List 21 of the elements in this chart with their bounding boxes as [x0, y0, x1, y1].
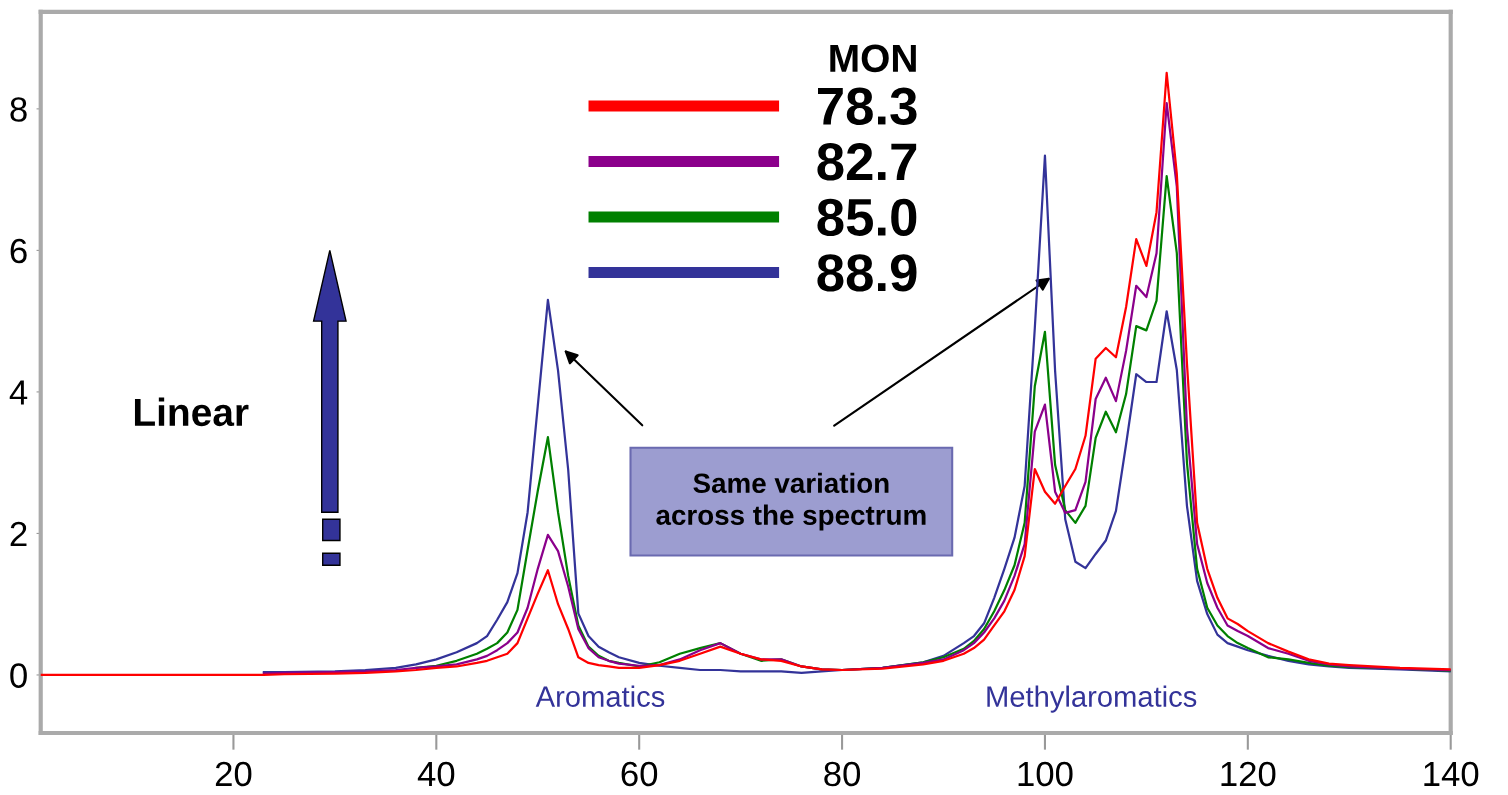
x-tick-label: 60	[621, 761, 658, 787]
annotation: Linear	[134, 397, 249, 427]
legend-title: MON	[830, 44, 916, 73]
x-tick-label: 20	[215, 761, 252, 787]
y-tick-label: 2	[10, 521, 27, 547]
legend-label: 88.9	[817, 254, 917, 292]
legend-label: 85.0	[817, 198, 917, 237]
annotation: Same variation across the spectrum	[656, 472, 926, 531]
x-tick-label: 100	[1018, 761, 1073, 787]
annotation: Aromatics	[535, 685, 665, 707]
x-tick-label: 40	[417, 761, 455, 787]
x-tick-label: 120	[1221, 761, 1276, 787]
annotation: Methylaromatics	[987, 685, 1197, 713]
x-tick-label: 140	[1424, 761, 1479, 787]
y-tick-label: 4	[9, 380, 28, 405]
x-tick-label: 80	[824, 761, 861, 787]
y-tick-label: 0	[10, 663, 27, 688]
legend-label: 78.3	[818, 87, 917, 126]
y-tick-label: 6	[10, 238, 27, 264]
y-tick-label: 8	[10, 97, 27, 122]
legend-label: 82.7	[817, 143, 917, 181]
